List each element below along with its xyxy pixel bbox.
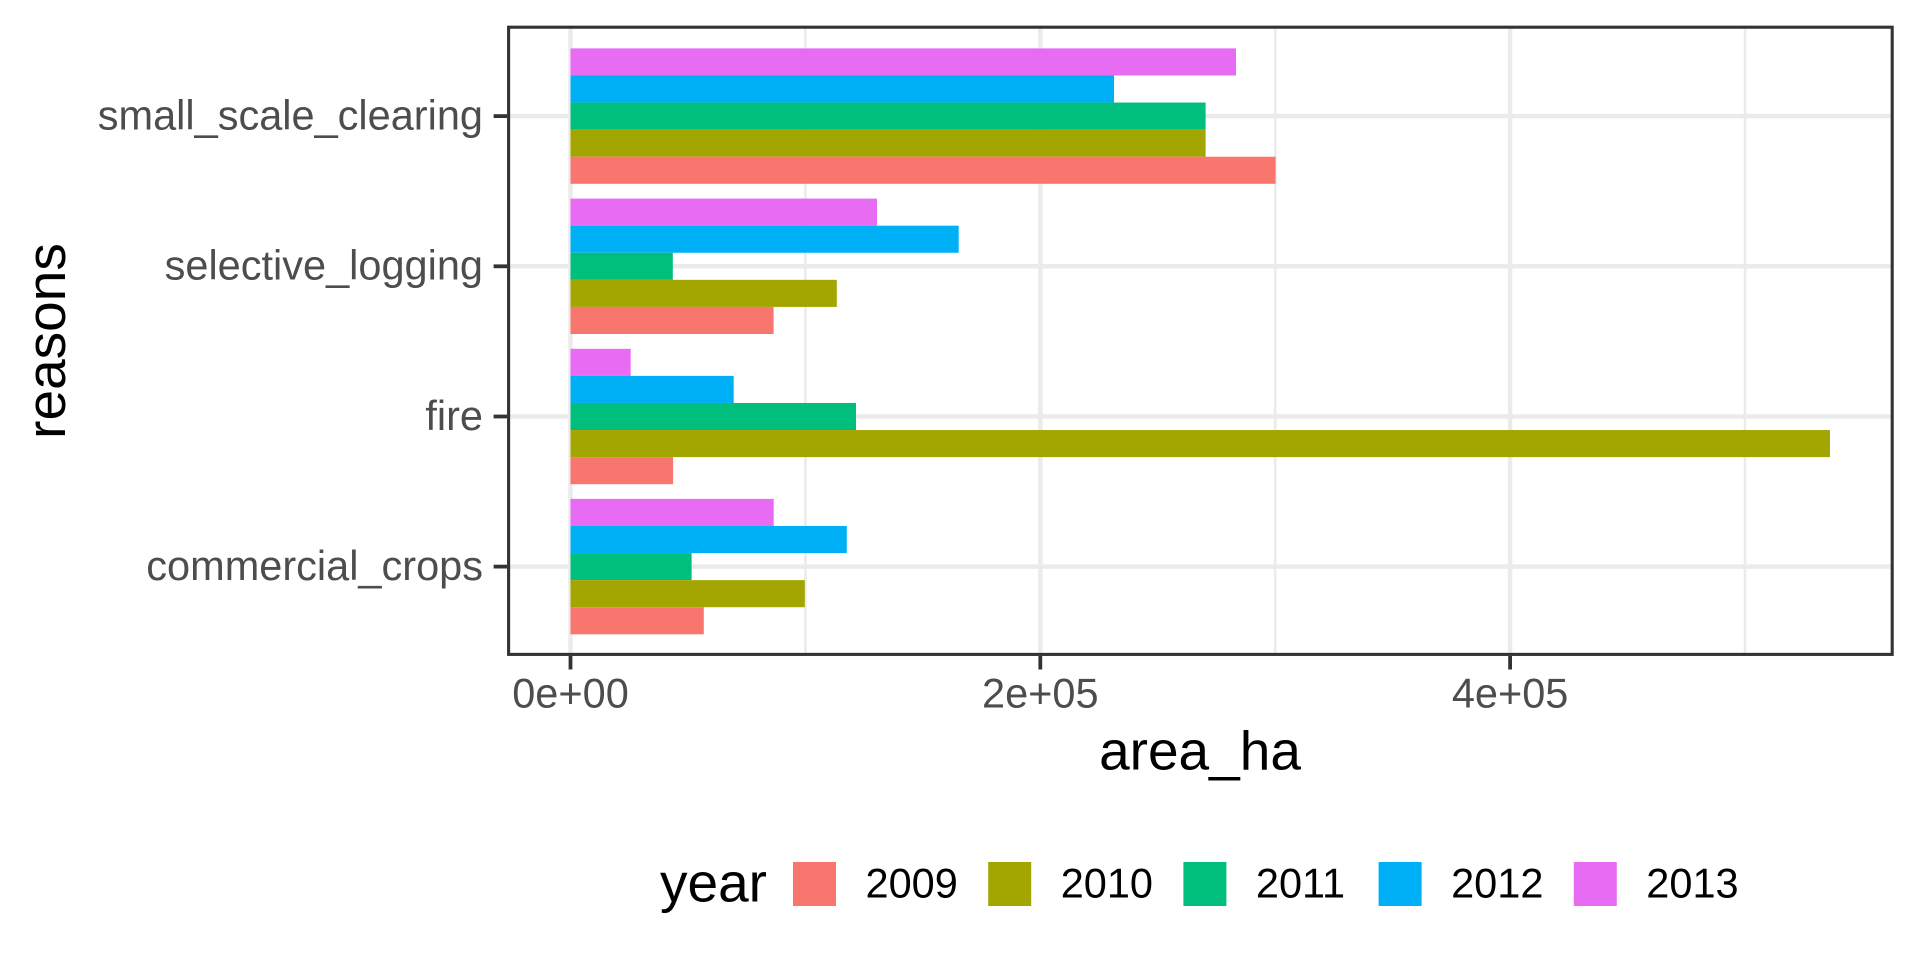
svg-text:2010: 2010 <box>1061 859 1153 906</box>
svg-text:selective_logging: selective_logging <box>165 242 483 289</box>
svg-text:2013: 2013 <box>1646 859 1738 906</box>
svg-text:reasons: reasons <box>15 243 77 439</box>
svg-text:area_ha: area_ha <box>1099 720 1301 782</box>
svg-text:2011: 2011 <box>1256 859 1345 906</box>
svg-text:small_scale_clearing: small_scale_clearing <box>98 91 483 138</box>
svg-text:commercial_crops: commercial_crops <box>146 542 483 589</box>
svg-text:0e+00: 0e+00 <box>512 670 629 717</box>
svg-text:2e+05: 2e+05 <box>982 670 1099 717</box>
svg-text:year: year <box>660 852 767 914</box>
svg-text:2012: 2012 <box>1451 859 1543 906</box>
svg-text:4e+05: 4e+05 <box>1452 670 1569 717</box>
svg-text:2009: 2009 <box>866 859 958 906</box>
svg-text:fire: fire <box>425 392 483 439</box>
